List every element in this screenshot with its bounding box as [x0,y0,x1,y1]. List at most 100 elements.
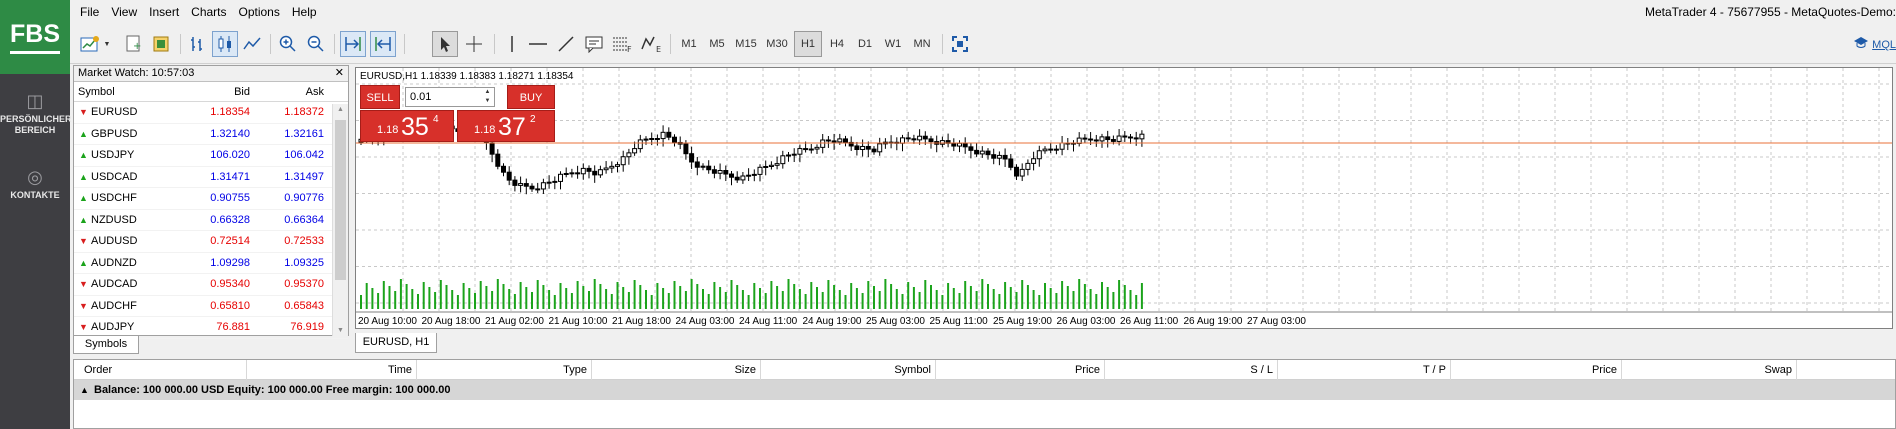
elliott-wave-icon[interactable]: E [640,31,664,57]
candle-body [871,148,877,153]
cursor-icon[interactable] [432,31,458,57]
timeframe-m30[interactable]: M30 [766,38,788,50]
candle-body [1088,138,1094,141]
timeframe-h4[interactable]: H4 [829,38,845,50]
autoscroll-icon[interactable] [340,31,366,57]
market-watch-row[interactable]: ▲ GBPUSD 1.32140 1.32161 [74,124,348,145]
candlestick-chart-icon[interactable] [212,31,238,57]
menu-file[interactable]: File [80,5,100,19]
column-header[interactable]: T / P [1422,364,1446,376]
bid-column-header[interactable]: Bid [234,85,250,98]
menu-charts[interactable]: Charts [191,5,227,19]
sell-price-button[interactable]: 1.18 35 4 [360,110,454,142]
scroll-down-icon[interactable]: ▼ [337,327,344,334]
market-watch-row[interactable]: ▲ AUDNZD 1.09298 1.09325 [74,253,348,274]
zoom-out-icon[interactable] [304,31,328,57]
x-axis-label: 26 Aug 11:00 [1120,316,1179,327]
trendline-icon[interactable] [554,31,578,57]
zoom-in-icon[interactable] [276,31,300,57]
x-axis-label: 24 Aug 11:00 [739,316,798,327]
fbs-logo[interactable]: FBS [0,0,70,74]
column-header[interactable]: Symbol [894,364,931,376]
symbol-name: AUDCHF [91,299,137,312]
column-header[interactable]: Swap [1764,364,1792,376]
x-axis-label: 21 Aug 18:00 [612,316,671,327]
column-header[interactable]: Price [1591,364,1617,376]
tab-symbols[interactable]: Symbols [73,336,139,354]
market-watch-row[interactable]: ▲ USDCAD 1.31471 1.31497 [74,167,348,188]
line-chart-icon[interactable] [240,31,264,57]
column-header[interactable]: Size [734,364,756,376]
candle-body [825,139,831,142]
market-watch-row[interactable]: ▼ AUDUSD 0.72514 0.72533 [74,231,348,253]
horizontal-line-icon[interactable] [526,31,550,57]
buy-price-button[interactable]: 1.18 37 2 [457,110,555,142]
candle-body [820,139,826,148]
symbol-name: NZDUSD [91,213,137,226]
crosshair-icon[interactable] [462,31,486,57]
scrollbar-thumb[interactable] [335,120,346,280]
candle-body [922,135,928,140]
symbol-column-header[interactable]: Symbol [78,85,115,98]
timeframe-h1[interactable]: H1 [794,31,822,57]
market-watch-row[interactable]: ▼ AUDCHF 0.65810 0.65843 [74,296,348,317]
market-watch-row[interactable]: ▲ USDCHF 0.90755 0.90776 [74,188,348,210]
candle-body [552,180,558,183]
globe-icon: ◎ [27,167,43,187]
column-header[interactable]: Price [1074,364,1100,376]
column-header[interactable]: Time [387,364,412,376]
chevron-down-icon[interactable]: ▼ [103,40,111,48]
menu-options[interactable]: Options [238,5,280,19]
bar-chart-icon[interactable] [186,31,210,57]
lot-stepper[interactable]: ▲ ▼ [484,89,491,104]
candle-body [1008,158,1014,168]
sidebar-item-personal-area[interactable]: ◫ PERSÖNLICHER BEREICH [0,91,72,135]
candle-body [860,145,866,151]
timeframe-m5[interactable]: M5 [709,38,725,50]
column-header[interactable]: S / L [1250,364,1273,376]
menu-help[interactable]: Help [291,5,317,19]
new-chart-icon[interactable] [78,31,102,57]
column-header[interactable]: Type [563,364,587,376]
arrow-down-icon: ▼ [79,322,88,333]
sidebar-item-contacts[interactable]: ◎ KONTAKTE [10,167,60,200]
fullscreen-icon[interactable] [948,31,972,57]
collapse-icon[interactable]: ▲ [80,385,89,395]
market-watch-scrollbar[interactable]: ▲ ▼ [332,104,348,336]
candle-body [985,150,991,156]
close-icon[interactable]: ✕ [334,67,344,79]
mql-link[interactable]: MQL [1853,36,1896,51]
fibonacci-icon[interactable]: F [610,31,634,57]
candle-body [637,139,643,150]
menu-insert[interactable]: Insert [149,5,180,19]
sell-button[interactable]: SELL [360,85,400,109]
candle-body [774,163,780,166]
price-chart[interactable]: EURUSD,H1 1.18339 1.18383 1.18271 1.1835… [355,67,1893,329]
market-watch-row[interactable]: ▲ NZDUSD 0.66328 0.66364 [74,210,348,231]
x-axis-label: 20 Aug 10:00 [358,316,417,327]
new-order-icon[interactable]: + [122,31,146,57]
column-header[interactable]: Order [84,364,113,376]
timeframe-m1[interactable]: M1 [681,38,697,50]
market-watch-row[interactable]: ▼ AUDJPY 76.881 76.919 [74,317,348,339]
timeframe-m15[interactable]: M15 [735,38,757,50]
ask-column-header[interactable]: Ask [305,85,324,98]
lot-size-input[interactable] [405,87,495,107]
market-watch-icon[interactable] [150,31,174,57]
candle-body [1002,154,1008,160]
timeframe-mn[interactable]: MN [913,38,931,50]
tab-eurusd-h1[interactable]: EURUSD, H1 [355,333,437,353]
chart-shift-icon[interactable] [370,31,396,57]
timeframe-w1[interactable]: W1 [884,38,902,50]
vertical-line-icon[interactable] [502,31,522,57]
market-watch-row[interactable]: ▲ USDJPY 106.020 106.042 [74,145,348,167]
timeframe-d1[interactable]: D1 [857,38,873,50]
market-watch-row[interactable]: ▼ AUDCAD 0.95340 0.95370 [74,274,348,296]
scroll-up-icon[interactable]: ▲ [337,106,344,113]
market-watch-row[interactable]: ▼ EURUSD 1.18354 1.18372 [74,102,348,124]
candle-body [917,135,923,141]
text-label-icon[interactable] [582,31,606,57]
candle-body [757,166,763,175]
buy-button[interactable]: BUY [507,85,555,109]
menu-view[interactable]: View [111,5,138,19]
